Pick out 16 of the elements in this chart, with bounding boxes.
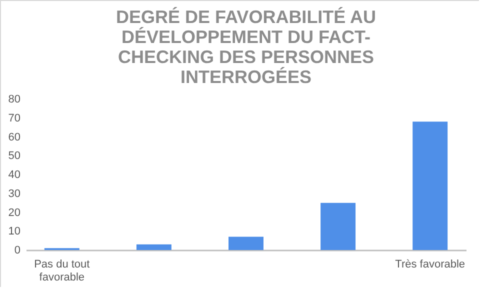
bar (136, 244, 172, 250)
y-tick-label: 0 (14, 244, 20, 256)
bar (320, 202, 356, 250)
y-tick-label: 80 (8, 94, 20, 106)
y-tick-label: 20 (8, 206, 20, 219)
y-tick-label: 50 (8, 150, 20, 162)
y-tick-label: 40 (8, 169, 20, 181)
y-tick-label: 10 (8, 226, 20, 238)
x-tick-label: Très favorable (395, 258, 466, 270)
y-tick-label: 30 (8, 188, 20, 200)
bar (228, 236, 264, 250)
chart-title: DEGRÉ DE FAVORABILITÉ AU DÉVELOPPEMENT DU FACT-CHECKING DES PERSONNES INTERROGÉES (116, 7, 376, 87)
y-tick-label: 70 (8, 112, 20, 124)
bar (412, 122, 448, 250)
x-tick-label: Pas du tout favorable (34, 258, 90, 284)
y-tick-label: 60 (8, 131, 20, 144)
